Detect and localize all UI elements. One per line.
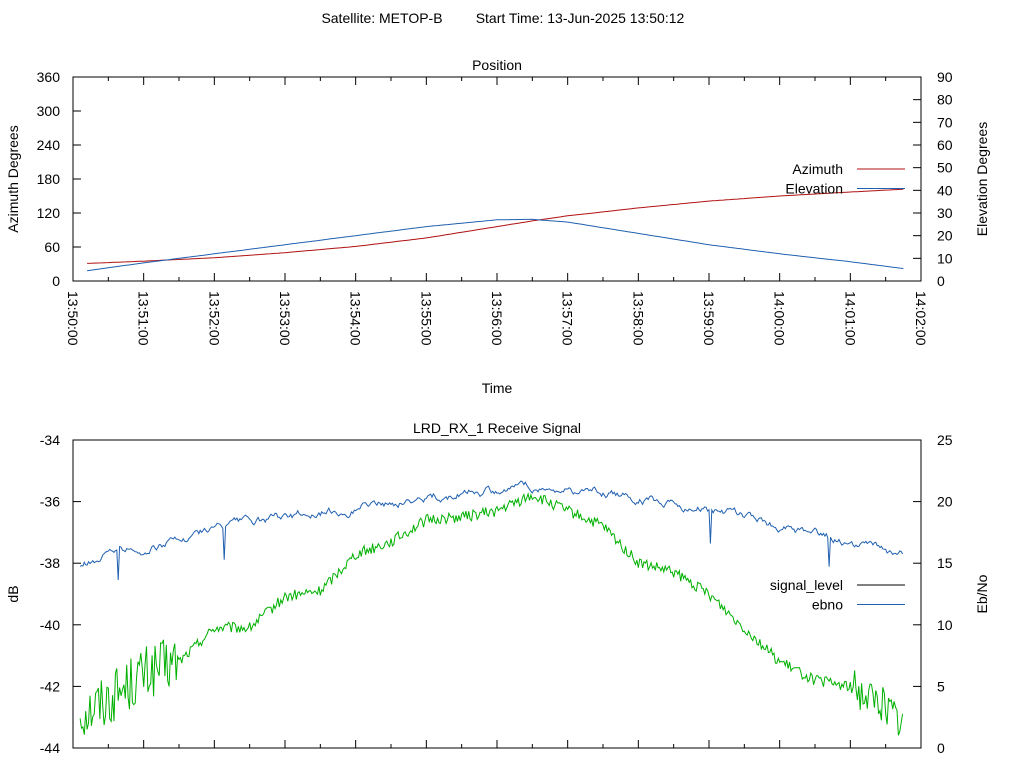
chart-title: Position: [472, 57, 522, 73]
legend-label: Azimuth: [792, 161, 843, 177]
y2-tick-label: 20: [937, 228, 953, 244]
x-tick-label: 13:53:00: [277, 291, 293, 346]
y-tick-label: -44: [40, 740, 60, 756]
y2-tick-label: 60: [937, 137, 953, 153]
y-tick-label: 360: [37, 69, 61, 85]
satellite-label: Satellite: METOP-B: [321, 10, 442, 26]
x-tick-label: 13:50:00: [65, 291, 81, 346]
series-line-signal-level: [79, 492, 904, 736]
plot-frame: [72, 76, 922, 282]
y-tick-label: 240: [37, 137, 61, 153]
series-line-azimuth: [87, 188, 904, 264]
legend-label: ebno: [812, 597, 843, 613]
y-tick-label: -42: [40, 678, 60, 694]
position-chart: Position 0 60 120 180 240 300 360 0 10 20 30 40 50 60 7…: [5, 57, 990, 396]
y2-tick-label: 15: [937, 555, 953, 571]
x-tick-label: 14:02:00: [913, 291, 929, 346]
y-tick-label: 0: [52, 273, 60, 289]
legend-label: Elevation: [785, 181, 843, 197]
y2-tick-label: 10: [937, 617, 953, 633]
y-tick-label: 300: [37, 103, 61, 119]
y2-tick-label: 20: [937, 494, 953, 510]
y-tick-label: -36: [40, 494, 60, 510]
y-tick-label: -34: [40, 432, 60, 448]
y2-axis-label: Elevation Degrees: [974, 122, 990, 236]
x-tick-label: 13:55:00: [418, 291, 434, 346]
y-tick-label: -38: [40, 555, 60, 571]
y2-tick-label: 50: [937, 160, 953, 176]
charts: Position06012018024030036001020304050607…: [5, 57, 990, 756]
y-tick-label: -40: [40, 617, 60, 633]
x-tick-label: 13:52:00: [206, 291, 222, 346]
y2-tick-label: 0: [937, 273, 945, 289]
y2-tick-label: 25: [937, 432, 953, 448]
y2-tick-label: 40: [937, 182, 953, 198]
x-tick-label: 14:00:00: [772, 291, 788, 346]
y2-tick-label: 80: [937, 92, 953, 108]
x-tick-label: 13:57:00: [560, 291, 576, 346]
y2-tick-label: 0: [937, 740, 945, 756]
y2-tick-label: 5: [937, 678, 945, 694]
y2-tick-label: 10: [937, 250, 953, 266]
x-tick-label: 14:01:00: [842, 291, 858, 346]
y-tick-label: 60: [44, 239, 60, 255]
signal-chart: LRD_RX_1 Receive Signal -44 -42 -40 -38 -36 -3…: [5, 420, 990, 756]
series-line-elevation: [87, 218, 904, 272]
y2-tick-label: 90: [937, 69, 953, 85]
plot-frame: [72, 439, 922, 749]
start-time-label: Start Time: 13-Jun-2025 13:50:12: [476, 10, 685, 26]
legend-label: signal_level: [770, 577, 843, 593]
x-tick-label: 13:56:00: [489, 291, 505, 346]
x-tick-label: 13:59:00: [701, 291, 717, 346]
x-axis-label: Time: [482, 380, 513, 396]
y-tick-label: 180: [37, 171, 61, 187]
x-tick-label: 13:51:00: [136, 291, 152, 346]
series-line-ebno: [79, 480, 904, 581]
x-tick-label: 13:58:00: [630, 291, 646, 346]
y2-axis-label: Eb/No: [974, 574, 990, 613]
y-axis-label: Azimuth Degrees: [5, 125, 21, 232]
chart-title: LRD_RX_1 Receive Signal: [413, 420, 581, 436]
y-axis-label: dB: [5, 585, 21, 602]
y-tick-label: 120: [37, 205, 61, 221]
y2-tick-label: 30: [937, 205, 953, 221]
y2-tick-label: 70: [937, 114, 953, 130]
x-tick-label: 13:54:00: [348, 291, 364, 346]
